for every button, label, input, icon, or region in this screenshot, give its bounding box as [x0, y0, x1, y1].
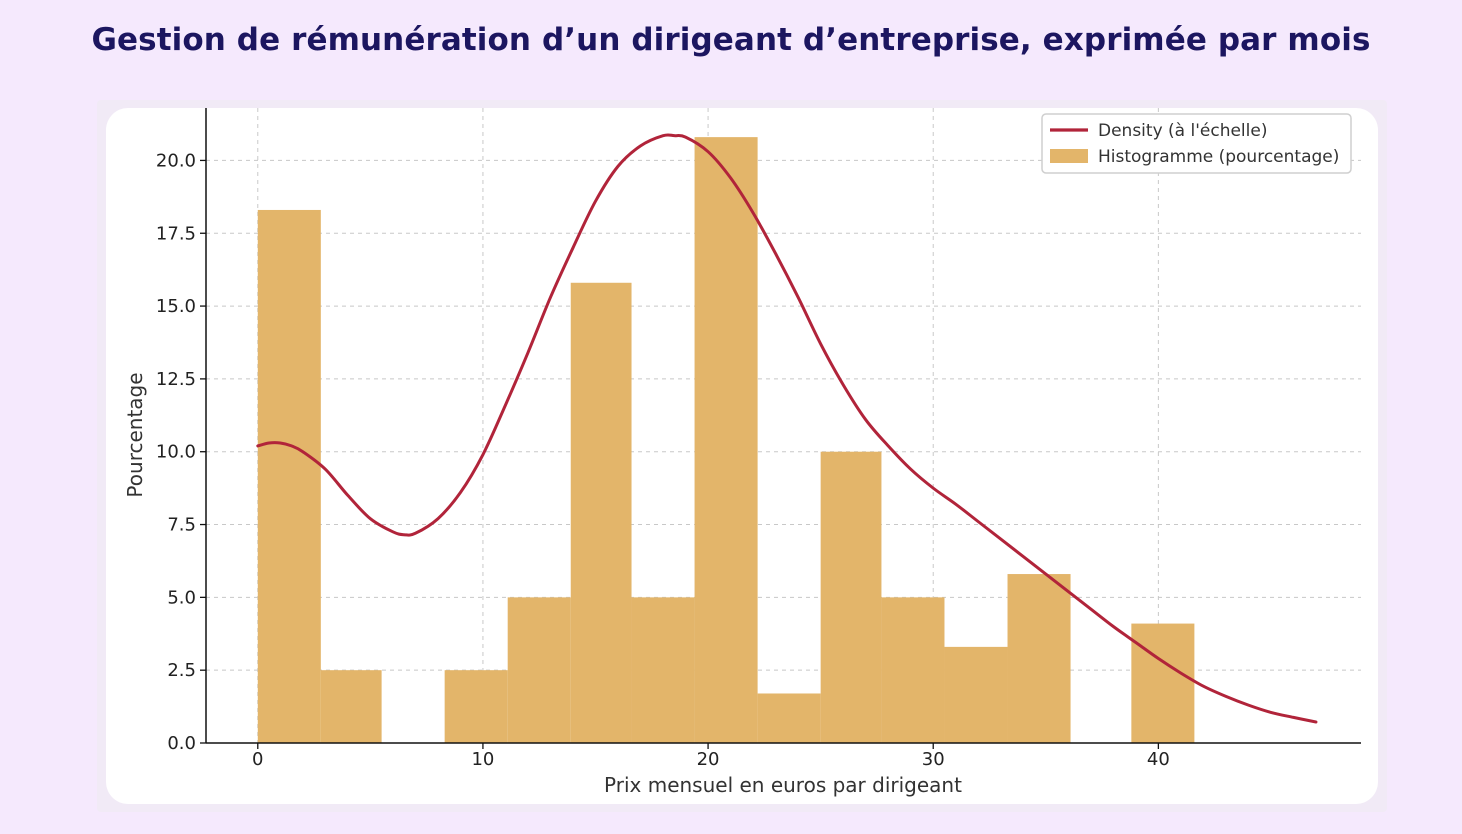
x-tick-label: 30	[922, 749, 945, 770]
y-tick-label: 17.5	[156, 223, 196, 244]
histogram-bar	[757, 693, 821, 743]
histogram-bar	[320, 670, 382, 743]
x-tick-label: 20	[697, 749, 720, 770]
legend-histogram-swatch	[1050, 149, 1088, 163]
y-tick-label: 7.5	[167, 515, 196, 536]
histogram-bars	[257, 137, 1195, 744]
density-curve-layer	[256, 133, 1318, 724]
page-title: Gestion de rémunération d’un dirigeant d…	[91, 22, 1371, 58]
x-tick-label: 10	[471, 749, 494, 770]
legend-histogram-label: Histogramme (pourcentage)	[1098, 147, 1339, 167]
y-tick-label: 20.0	[156, 150, 196, 171]
histogram-bar	[944, 646, 1008, 743]
axes	[200, 108, 1361, 749]
histogram-bar	[820, 451, 882, 743]
histogram-bar	[881, 597, 945, 743]
chart-card: 0.0 2.5 5.0 7.5 10.0 12.5 15.0 17.5 20.0 0 10 20 30 4…	[106, 108, 1378, 804]
histogram-bar	[507, 597, 571, 743]
histogram-bar	[1007, 574, 1071, 743]
y-tick-label: 2.5	[167, 660, 196, 681]
y-axis-label: Pourcentage	[123, 372, 147, 497]
y-tick-label: 5.0	[167, 587, 196, 608]
histogram-bar	[570, 282, 632, 743]
histogram-bar	[1131, 623, 1195, 743]
histogram-bar	[444, 670, 508, 743]
y-tick-label: 12.5	[156, 369, 196, 390]
x-tick-label: 40	[1147, 749, 1170, 770]
x-axis-label: Prix mensuel en euros par dirigeant	[604, 773, 962, 797]
histogram-bar	[257, 209, 321, 744]
y-tick-label: 10.0	[156, 442, 196, 463]
histogram-density-chart: 0.0 2.5 5.0 7.5 10.0 12.5 15.0 17.5 20.0 0 10 20 30 4…	[123, 108, 1361, 797]
x-tick-label: 0	[252, 749, 263, 770]
y-tick-label: 0.0	[167, 733, 196, 754]
legend-density-label: Density (à l'échelle)	[1098, 121, 1267, 141]
density-curve	[256, 133, 1318, 724]
histogram-bar	[694, 137, 758, 744]
legend-box	[1041, 113, 1352, 174]
tick-labels: 0.0 2.5 5.0 7.5 10.0 12.5 15.0 17.5 20.0 0 10 20 30 4…	[156, 150, 1170, 770]
y-tick-label: 15.0	[156, 296, 196, 317]
histogram-bar	[631, 597, 695, 743]
legend: Density (à l'échelle) Histogramme (pourc…	[1041, 113, 1352, 174]
